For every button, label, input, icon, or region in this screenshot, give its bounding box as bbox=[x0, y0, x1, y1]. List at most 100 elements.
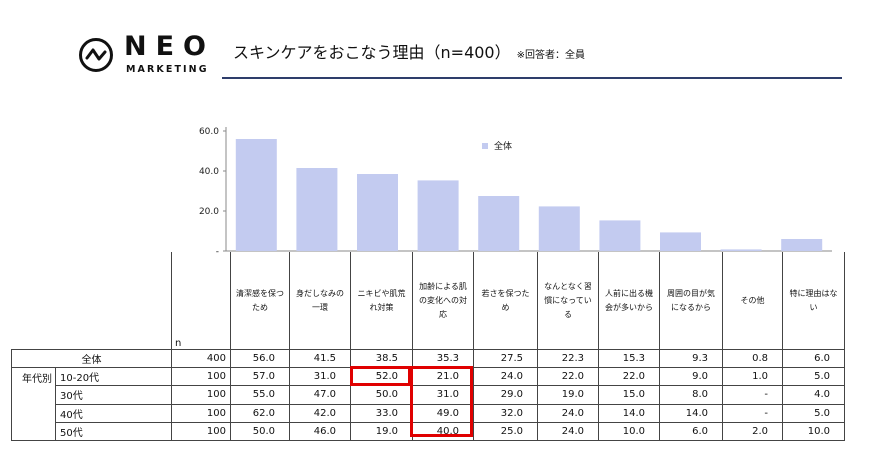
column-header-line: い bbox=[809, 302, 818, 312]
column-header: ニキビや肌荒 れ対策 bbox=[350, 252, 413, 350]
column-header-line: 慣になってい bbox=[544, 295, 592, 305]
group-label-blank bbox=[11, 404, 56, 423]
bar bbox=[417, 180, 459, 251]
table-cell: 19.0 bbox=[537, 385, 599, 405]
table-cell: 35.3 bbox=[412, 348, 474, 369]
group-label: 年代別 bbox=[11, 367, 56, 386]
column-header: その他 bbox=[722, 252, 783, 350]
table-cell: 31.0 bbox=[412, 385, 474, 405]
table-cell: 41.5 bbox=[289, 348, 351, 369]
table-cell: 22.3 bbox=[537, 348, 599, 369]
bar bbox=[781, 239, 823, 251]
column-header-line: 身だしなみの bbox=[296, 288, 344, 298]
n-value: 400 bbox=[171, 348, 231, 369]
table-cell: 10.0 bbox=[782, 421, 845, 441]
table-cell: - bbox=[722, 403, 783, 423]
title-underline bbox=[222, 77, 842, 79]
table-cell: 9.3 bbox=[659, 348, 723, 369]
bar bbox=[538, 206, 580, 251]
table-row: 50代 100 50.0 46.0 19.0 40.0 25.0 24.0 10.0 6.0 2.0… bbox=[11, 421, 845, 441]
n-value: 100 bbox=[171, 367, 231, 387]
page-title-text: スキンケアをおこなう理由（n=400） bbox=[233, 43, 511, 62]
y-tick-label: 20.0 bbox=[199, 207, 219, 217]
table-cell: 40.0 bbox=[412, 421, 474, 441]
column-header-line: 会が多いから bbox=[605, 302, 653, 312]
brand-subtitle: MARKETING bbox=[126, 64, 209, 75]
table-cell: 29.0 bbox=[473, 385, 538, 405]
table-cell: 21.0 bbox=[412, 367, 474, 387]
column-header: 若さを保つため bbox=[473, 252, 538, 350]
y-tick-label: 60.0 bbox=[199, 127, 219, 137]
table-cell: 2.0 bbox=[722, 421, 783, 441]
table-cell: 31.0 bbox=[289, 367, 351, 387]
table-header-row: n 清潔感を保つ ため 身だしなみの 一環 ニキビや肌荒 れ対策 加齢による肌 の変化への対応… bbox=[11, 252, 845, 350]
column-header: 人前に出る機 会が多いから bbox=[598, 252, 660, 350]
column-header-line: れ対策 bbox=[369, 302, 394, 312]
column-header: 周囲の目が気 になるから bbox=[659, 252, 723, 350]
table-cell: 24.0 bbox=[537, 403, 599, 423]
group-label-blank bbox=[11, 385, 56, 405]
column-header: 加齢による肌 の変化への対応 bbox=[412, 252, 474, 350]
column-header: なんとなく習 慣になっている bbox=[537, 252, 599, 350]
column-header-line: め bbox=[501, 302, 510, 312]
row-label: 10-20代 bbox=[55, 367, 172, 387]
column-header-line: 一環 bbox=[312, 302, 328, 312]
n-value: 100 bbox=[171, 385, 231, 405]
respondent-note: ※回答者：全員 bbox=[516, 50, 585, 61]
row-label: 全体 bbox=[11, 348, 172, 369]
data-table: n 清潔感を保つ ため 身だしなみの 一環 ニキビや肌荒 れ対策 加齢による肌 の変化への対応… bbox=[11, 252, 845, 441]
bar-chart: 60.040.020.0- 全体 bbox=[199, 127, 832, 257]
column-header-line: 加齢による肌 bbox=[419, 281, 467, 291]
n-value: 100 bbox=[171, 403, 231, 423]
column-header-line: ため bbox=[252, 302, 268, 312]
table-cell: 46.0 bbox=[289, 421, 351, 441]
column-header: 清潔感を保つ ため bbox=[230, 252, 290, 350]
n-header: n bbox=[171, 252, 231, 350]
table-cell: 6.0 bbox=[782, 348, 845, 369]
table-cell: 50.0 bbox=[350, 385, 413, 405]
table-cell: 62.0 bbox=[230, 403, 290, 423]
table-cell: 47.0 bbox=[289, 385, 351, 405]
table-cell: 6.0 bbox=[659, 421, 723, 441]
bar bbox=[720, 249, 762, 251]
n-value: 100 bbox=[171, 421, 231, 441]
column-header-line: 周囲の目が気 bbox=[667, 288, 715, 298]
table-cell: 15.3 bbox=[598, 348, 660, 369]
table-row: 40代 100 62.0 42.0 33.0 49.0 32.0 24.0 14.0 14.0-5… bbox=[11, 403, 845, 423]
table-cell: 33.0 bbox=[350, 403, 413, 423]
table-cell: 25.0 bbox=[473, 421, 538, 441]
table-cell: 27.5 bbox=[473, 348, 538, 369]
row-label: 50代 bbox=[55, 421, 172, 441]
table-cell: 15.0 bbox=[598, 385, 660, 405]
bar bbox=[660, 232, 701, 251]
table-cell: 52.0 bbox=[350, 367, 413, 387]
table-cell: 49.0 bbox=[412, 403, 474, 423]
bar bbox=[357, 174, 398, 251]
bar bbox=[296, 168, 338, 251]
table-cell: 5.0 bbox=[782, 403, 845, 423]
table-cell: 5.0 bbox=[782, 367, 845, 387]
legend-label: 全体 bbox=[494, 140, 512, 152]
table-cell: 55.0 bbox=[230, 385, 290, 405]
column-header-line: の変化への対 bbox=[419, 295, 467, 305]
brand-name: NEO bbox=[124, 31, 215, 62]
table-cell: 19.0 bbox=[350, 421, 413, 441]
table-cell: 32.0 bbox=[473, 403, 538, 423]
table-cell: 9.0 bbox=[659, 367, 723, 387]
table-row: 年代別 10-20代 100 57.0 31.0 52.0 21.0 24.0 22.0 22.0… bbox=[11, 367, 845, 387]
bar bbox=[235, 139, 277, 251]
table-cell: 50.0 bbox=[230, 421, 290, 441]
column-header-line: ニキビや肌荒 bbox=[357, 288, 406, 298]
table-cell: 38.5 bbox=[350, 348, 413, 369]
table-cell: 24.0 bbox=[537, 421, 599, 441]
table-cell: 22.0 bbox=[598, 367, 660, 387]
neo-logo-icon bbox=[79, 38, 113, 72]
table-cell: 14.0 bbox=[659, 403, 723, 423]
table-cell: - bbox=[722, 385, 783, 405]
group-label-blank bbox=[11, 422, 56, 441]
column-header-line: る bbox=[564, 309, 572, 319]
column-header: 特に理由はない bbox=[782, 252, 845, 350]
table-cell: 42.0 bbox=[289, 403, 351, 423]
column-header-line: その他 bbox=[740, 295, 765, 305]
bar bbox=[478, 196, 520, 251]
